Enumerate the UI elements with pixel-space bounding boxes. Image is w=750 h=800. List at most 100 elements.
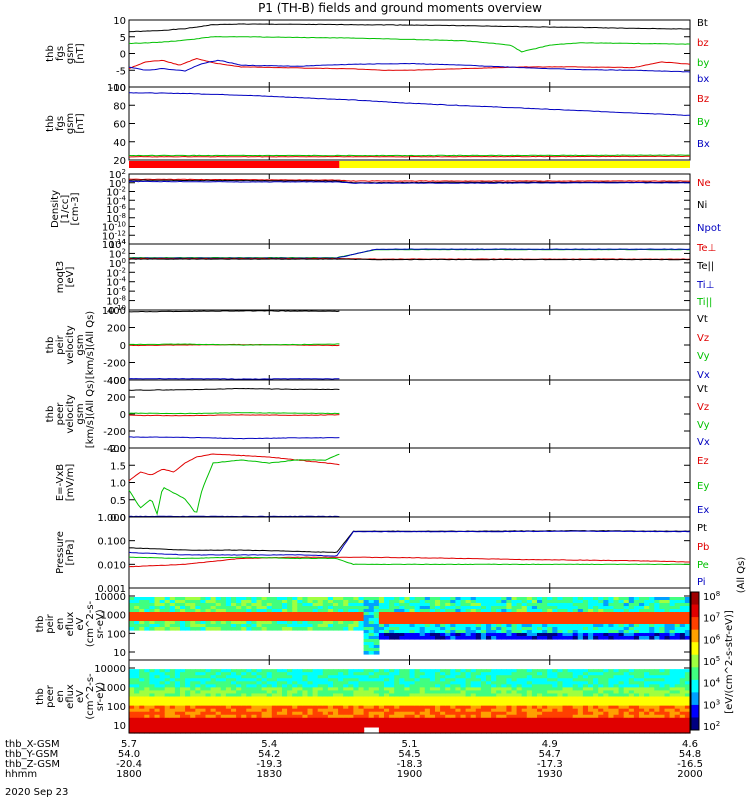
heatmap-cell [511,600,518,604]
heatmap-cell [633,687,640,692]
heatmap-cell [276,672,283,676]
heatmap-cell [246,609,252,613]
heatmap-cell [276,618,283,622]
heatmap-cell [531,669,538,673]
heatmap-cell [220,606,227,610]
y-tick-label: 10000 [94,592,126,603]
heatmap-cell [180,597,186,601]
heatmap-cell [297,708,303,713]
heatmap-cell [623,633,630,637]
heatmap-cell [363,633,370,637]
heatmap-cell [241,603,247,607]
heatmap-cell [271,624,278,628]
heatmap-cell [450,621,456,625]
heatmap-cell [348,726,354,731]
heatmap-cell [506,681,513,685]
heatmap-cell [679,597,686,601]
series-Vy [128,412,340,415]
heatmap-cell [470,717,477,722]
heatmap-cell [271,681,278,685]
series-Vx [128,377,340,380]
heatmap-cell [384,630,390,634]
colorbar-segment [691,629,699,643]
heatmap-cell [440,684,446,688]
heatmap-cell [419,681,426,685]
heatmap-cell [225,678,232,682]
heatmap-cell [384,612,390,616]
heatmap-cell [215,603,222,607]
heatmap-cell [603,672,609,676]
heatmap-cell [572,600,579,604]
heatmap-cell [445,669,451,673]
heatmap-cell [266,717,273,722]
heatmap-cell [547,597,553,601]
heatmap-cell [353,600,360,604]
heatmap-cell [353,675,360,679]
heatmap-cell [567,702,574,707]
heatmap-cell [195,693,201,698]
heatmap-cell [363,612,370,616]
heatmap-cell [302,708,309,713]
heatmap-cell [562,603,569,607]
heatmap-cell [317,609,324,613]
heatmap-cell [506,708,513,713]
heatmap-cell [557,696,564,701]
heatmap-cell [353,711,360,716]
heatmap-cell [174,615,181,619]
heatmap-cell [531,615,538,619]
heatmap-cell [572,684,579,688]
heatmap-cell [582,612,589,616]
heatmap-cell [664,699,671,704]
heatmap-cell [190,705,196,710]
heatmap-cell [603,705,609,710]
heatmap-cell [363,684,370,688]
heatmap-cell [185,717,191,722]
heatmap-cell [271,669,278,673]
heatmap-cell [445,699,451,704]
heatmap-cell [195,600,201,604]
heatmap-cell [598,678,604,682]
heatmap-cell [455,597,462,601]
heatmap-cell [225,687,232,692]
heatmap-cell [537,729,543,734]
heatmap-cell [582,636,589,640]
heatmap-cell [185,723,191,728]
heatmap-cell [343,729,349,734]
colorbar-segment [691,654,699,668]
heatmap-cell [654,669,660,673]
heatmap-cell [440,603,446,607]
heatmap-cell [246,681,252,685]
heatmap-cell [409,672,416,676]
ephem-value: 2000 [677,769,702,780]
heatmap-cell [205,696,212,701]
heatmap-cell [134,597,140,601]
heatmap-cell [593,681,599,685]
heatmap-cell [521,678,528,682]
heatmap-cell [542,702,548,707]
heatmap-cell [644,609,650,613]
heatmap-cell [613,612,620,616]
heatmap-cell [511,606,518,610]
heatmap-cell [603,612,609,616]
heatmap-cell [185,699,191,704]
heatmap-cell [639,687,645,692]
heatmap-cell [419,678,426,682]
heatmap-cell [302,612,309,616]
heatmap-cell [654,618,660,622]
heatmap-cell [429,720,436,725]
heatmap-cell [287,597,293,601]
heatmap-cell [613,684,620,688]
heatmap-cell [486,681,492,685]
heatmap-cell [236,699,242,704]
heatmap-cell [608,687,615,692]
legend-entry: Pi [697,577,706,588]
heatmap-cell [190,687,196,692]
heatmap-cell [338,726,344,731]
heatmap-cell [440,702,446,707]
heatmap-cell [582,627,589,631]
heatmap-cell [297,717,303,722]
heatmap-cell [343,627,349,631]
colorbar-tick-label: 104 [703,677,721,690]
heatmap-cell [491,717,497,722]
heatmap-cell [134,612,140,616]
